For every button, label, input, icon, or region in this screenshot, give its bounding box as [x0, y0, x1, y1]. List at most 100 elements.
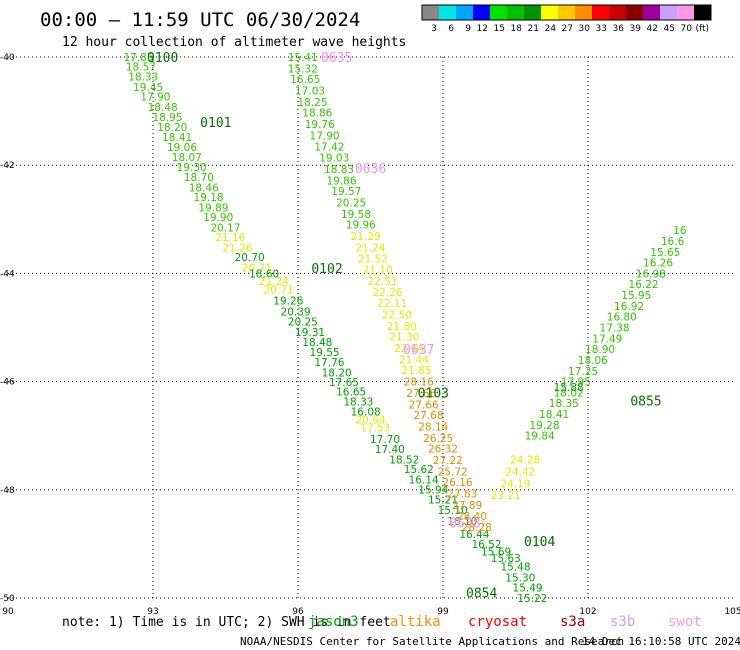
color-scale-label: 33 [596, 24, 607, 34]
wave-height-value: 16.44 [459, 529, 489, 541]
wave-height-value: 19.18 [194, 192, 224, 204]
wave-height-value: 26.32 [428, 444, 458, 456]
wave-height-value: 17.90 [310, 130, 340, 142]
color-scale-label: 27 [562, 24, 573, 34]
wave-height-value: 19.03 [319, 153, 349, 165]
wave-height-value: 18.06 [578, 355, 608, 367]
color-swatch [473, 5, 490, 20]
wave-height-value: 19.55 [310, 347, 340, 359]
pass-time-label: 0637 [403, 343, 434, 358]
wave-height-value: 27.22 [433, 455, 463, 467]
wave-height-value: 21.52 [358, 253, 388, 265]
wave-height-value: 21.16 [215, 232, 245, 244]
wave-height-value: 21.26 [223, 242, 253, 254]
satellite-legend: jason3 altika cryosat s3a s3b swot [308, 614, 702, 630]
wave-height-value: 19.28 [529, 420, 559, 432]
wave-height-value: 16.65 [336, 386, 366, 398]
x-tick-label: 99 [437, 607, 449, 617]
x-tick-label: 102 [579, 607, 596, 617]
wave-height-value: 18.25 [297, 97, 327, 109]
y-tick-label: -48 [0, 486, 15, 496]
wave-height-value: 27.89 [452, 500, 482, 512]
pass-time-label: 0104 [524, 535, 555, 550]
wave-height-value: 21.29 [351, 231, 381, 243]
pass-time-label: 0103 [418, 386, 449, 401]
wave-height-value: 15.62 [404, 464, 434, 476]
color-scale-label: (ft) [695, 24, 709, 34]
wave-height-value: 25.72 [438, 466, 468, 478]
wave-height-value: 21.30 [389, 332, 419, 344]
color-scale-label: 3 [431, 24, 437, 34]
pass-time-label: 0102 [311, 262, 342, 277]
wave-height-value: 21.85 [401, 365, 431, 377]
wave-height-value: 17.85 [123, 52, 153, 64]
wave-height-value: 27.83 [447, 489, 477, 501]
wave-height-value: 17.70 [370, 434, 400, 446]
wave-height-value: 15.88 [554, 382, 584, 394]
wave-height-value: 16 [673, 225, 687, 237]
wave-height-value: 17.42 [314, 141, 344, 153]
axis-tick-labels: 90 93 96 99 102 105 -40 -42 -44 -46 -48 -50 [0, 53, 740, 617]
color-scale-label: 6 [448, 24, 454, 34]
wave-height-value: 20.39 [281, 306, 311, 318]
wave-height-value: 19.84 [525, 431, 555, 443]
color-swatch [541, 5, 558, 20]
wave-height-value: 19.96 [346, 220, 376, 232]
wave-height-value: 18.41 [539, 409, 569, 421]
grid-lines [8, 56, 733, 599]
color-scale-label: 21 [528, 24, 539, 34]
wave-height-value: 17.25 [568, 366, 598, 378]
wave-height-value: 28.28 [462, 522, 492, 534]
wave-height-value: 19.31 [295, 327, 325, 339]
wave-height-value: 15.22 [517, 593, 547, 605]
color-swatch [694, 5, 711, 20]
pass-time-labels: 0100 0101 0102 0103 0104 0854 0855 0635 0636 0637… [147, 51, 662, 602]
wave-height-value: 16.6 [661, 236, 685, 248]
wave-height-value: 17.49 [592, 333, 622, 345]
wave-height-value: 21.24 [355, 242, 385, 254]
y-tick-label: -44 [0, 269, 15, 279]
wave-height-value: 27.66 [409, 399, 439, 411]
wave-height-value: 16.26 [643, 258, 673, 270]
y-tick-label: -40 [0, 53, 15, 63]
wave-height-value: 18.48 [148, 102, 178, 114]
wave-height-value: 15.21 [428, 495, 458, 507]
wave-height-value: 17.65 [329, 377, 359, 389]
wave-height-value: 20.25 [336, 198, 366, 210]
chart-subtitle: 12 hour collection of altimeter wave hei… [62, 35, 406, 50]
wave-height-value: 18.35 [549, 398, 579, 410]
color-scale-label: 9 [465, 24, 471, 34]
wave-height-value: 28.16 [404, 377, 434, 389]
satellite-legend-s3a: s3a [560, 614, 585, 630]
wave-height-value: 18.33 [343, 397, 373, 409]
x-tick-label: 90 [2, 607, 14, 617]
color-scale-label: 70 [681, 24, 693, 34]
color-swatch [490, 5, 507, 20]
wave-height-value: 18.90 [585, 344, 615, 356]
wave-height-value: 16.08 [351, 406, 381, 418]
satellite-legend-jason3: jason3 [308, 614, 359, 630]
wave-height-value: 20.71 [264, 285, 294, 297]
color-scale-label: 42 [647, 24, 658, 34]
wave-height-value: 16.14 [409, 475, 439, 487]
color-swatch [643, 5, 660, 20]
wave-height-value: 28.40 [457, 511, 487, 523]
wave-height-value: 16.65 [290, 74, 320, 86]
wave-height-value: 18.86 [302, 108, 332, 120]
wave-height-value: 22.26 [372, 287, 402, 299]
wave-height-points: 17.8518.5718.3319.4517.9018.4818.9518.20… [123, 52, 686, 605]
wave-height-value: 15.49 [513, 583, 543, 595]
wave-height-value: 16.98 [636, 268, 666, 280]
wave-height-value: 18.83 [324, 164, 354, 176]
wave-height-value: 19.76 [305, 119, 335, 131]
satellite-legend-s3b: s3b [610, 614, 635, 630]
wave-height-value: 20.71 [242, 262, 272, 274]
pass-time-label: 0100 [147, 51, 178, 66]
wave-height-value: 20.70 [235, 252, 265, 264]
x-tick-label: 93 [147, 607, 158, 617]
wave-height-value: 22.11 [377, 298, 407, 310]
wave-height-value: 21.80 [387, 321, 417, 333]
color-bar-frame [421, 4, 712, 21]
y-tick-label: -50 [0, 594, 15, 604]
